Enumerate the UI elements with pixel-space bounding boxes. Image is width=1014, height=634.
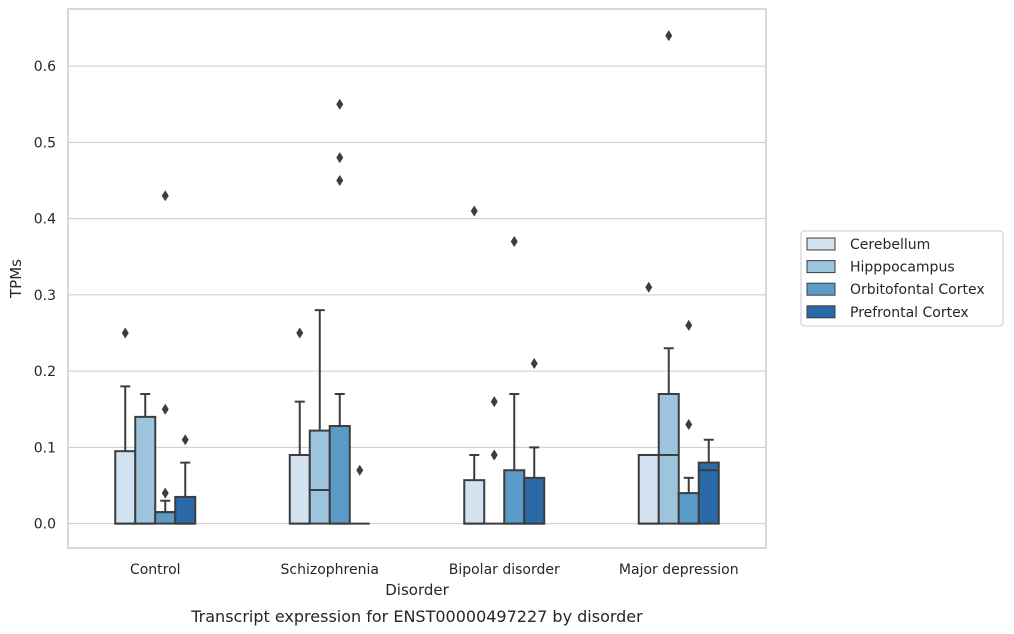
legend-label: Hipppocampus — [850, 260, 955, 276]
box-iqr — [677, 492, 700, 525]
x-tick-label: Schizophrenia — [281, 562, 379, 578]
y-axis-label: TPMs — [7, 259, 25, 299]
legend-label: Cerebellum — [850, 237, 930, 253]
outlier-point — [490, 449, 498, 461]
x-tick-label: Bipolar disorder — [449, 562, 560, 578]
box-iqr — [114, 450, 137, 525]
outlier-point — [296, 327, 304, 339]
outlier-point — [121, 327, 129, 339]
box-group — [134, 393, 157, 525]
box-group — [349, 464, 370, 525]
outlier-point — [336, 152, 344, 164]
outlier-point — [161, 190, 169, 202]
box-iqr — [328, 425, 351, 525]
box-iqr — [174, 495, 197, 525]
outlier-point — [490, 396, 498, 408]
outlier-point — [685, 418, 693, 430]
box-group — [503, 236, 526, 525]
box-iqr — [503, 469, 526, 525]
box-iqr — [154, 511, 177, 525]
legend-swatch — [806, 305, 836, 319]
legend-swatch — [806, 237, 836, 251]
outlier-point — [530, 358, 538, 370]
outlier-point — [356, 464, 364, 476]
y-tick-label: 0.0 — [34, 517, 56, 533]
box-group — [637, 281, 660, 525]
legend-frame — [800, 230, 1004, 327]
outlier-point — [510, 236, 518, 248]
legend: Cerebellum Hipppocampus Orbitofontal Corte… — [800, 230, 1004, 327]
legend-swatch — [806, 260, 836, 274]
box-iqr — [637, 453, 660, 525]
outlier-point — [645, 281, 653, 293]
box-group — [677, 319, 700, 525]
plot-frame — [67, 8, 767, 549]
y-tick-label: 0.1 — [34, 440, 56, 456]
box-iqr — [697, 461, 720, 525]
box-group — [174, 434, 197, 525]
box-group — [697, 438, 720, 525]
outlier-point — [161, 487, 169, 499]
outlier-point — [685, 319, 693, 331]
y-tick-label: 0.6 — [34, 59, 56, 75]
outlier-point — [470, 205, 478, 217]
box-group — [308, 309, 331, 525]
outlier-point — [336, 98, 344, 110]
x-axis-label: Disorder — [385, 581, 449, 599]
box-iqr — [288, 453, 311, 525]
outlier-point — [336, 175, 344, 187]
box-group — [154, 190, 177, 525]
box-iqr — [134, 415, 157, 525]
x-tick-label: Major depression — [619, 562, 739, 578]
legend-label: Orbitofontal Cortex — [850, 282, 985, 298]
legend-label: Prefrontal Cortex — [850, 305, 969, 321]
axes: 0.0 0.1 0.2 0.3 0.4 0.5 0.6 Control Schizophreni… — [34, 59, 739, 578]
box-group — [463, 205, 486, 525]
plot-area — [114, 30, 720, 525]
y-tick-label: 0.5 — [34, 135, 56, 151]
box-iqr — [463, 479, 486, 525]
legend-swatch — [806, 282, 836, 296]
y-tick-label: 0.2 — [34, 364, 56, 380]
box-group — [484, 396, 505, 525]
box-iqr — [657, 393, 680, 525]
box-iqr — [308, 429, 331, 525]
chart-caption: Transcript expression for ENST0000049722… — [190, 607, 643, 626]
outlier-point — [161, 403, 169, 415]
y-gridlines — [68, 65, 766, 525]
box-iqr — [523, 476, 546, 525]
y-tick-label: 0.4 — [34, 212, 56, 228]
x-tick-label: Control — [130, 562, 181, 578]
box-group — [328, 98, 351, 525]
y-tick-label: 0.3 — [34, 288, 56, 304]
box-group — [114, 327, 137, 525]
outlier-point — [181, 434, 189, 446]
box-group — [657, 30, 680, 525]
outlier-point — [665, 30, 673, 42]
box-group — [523, 358, 546, 525]
box-group — [288, 327, 311, 525]
